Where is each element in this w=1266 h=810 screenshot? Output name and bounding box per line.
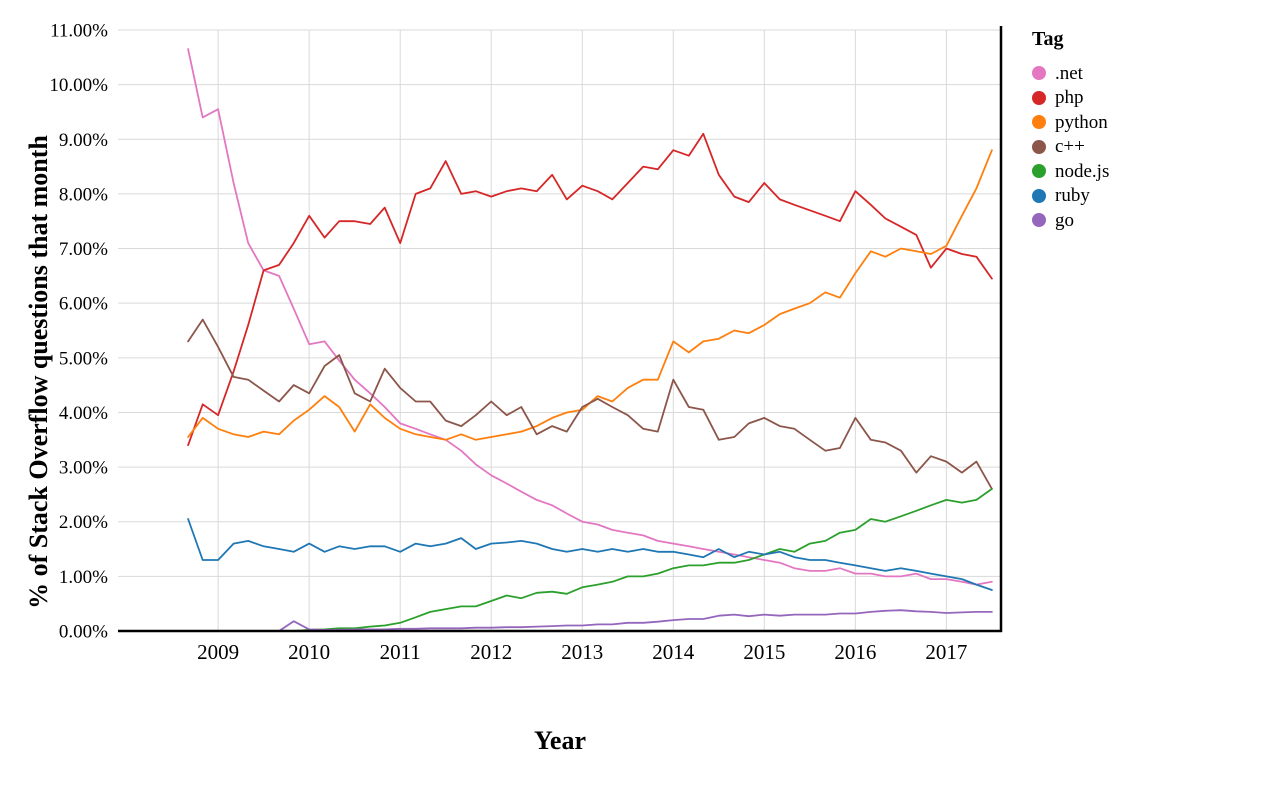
legend-item-python: python	[1032, 110, 1109, 135]
legend-title: Tag	[1032, 28, 1064, 50]
legend-label: go	[1055, 209, 1074, 231]
legend-label: php	[1055, 87, 1084, 109]
x-tick-label: 2011	[380, 640, 421, 664]
y-tick-label: 5.00%	[59, 348, 108, 369]
x-tick-label: 2015	[743, 640, 785, 664]
y-tick-label: 2.00%	[59, 512, 108, 533]
x-tick-label: 2014	[652, 640, 695, 664]
x-axis-title: Year	[534, 726, 586, 755]
legend-swatch-icon	[1032, 115, 1046, 130]
legend-swatch-icon	[1032, 90, 1046, 105]
legend-item-go: go	[1032, 208, 1109, 233]
legend-swatch-icon	[1032, 164, 1046, 179]
series-line-net	[187, 48, 993, 586]
y-tick-label: 4.00%	[59, 403, 108, 424]
legend-swatch-icon	[1032, 188, 1046, 203]
y-tick-label: 10.00%	[49, 75, 108, 96]
legend-label: c++	[1055, 136, 1085, 158]
x-tick-label: 2010	[288, 640, 330, 664]
y-tick-label: 9.00%	[59, 130, 108, 151]
legend-label: .net	[1055, 62, 1083, 84]
legend-swatch-icon	[1032, 66, 1046, 81]
y-tick-label: 0.00%	[59, 622, 108, 643]
x-tick-label: 2017	[925, 640, 967, 664]
y-tick-label: 8.00%	[59, 184, 108, 205]
legend-item-nodejs: node.js	[1032, 159, 1109, 184]
legend-item-ruby: ruby	[1032, 184, 1109, 209]
series-line-ruby	[187, 518, 993, 591]
x-tick-label: 2013	[561, 640, 603, 664]
series-line-php	[187, 132, 993, 447]
y-axis-title: % of Stack Overflow questions that month	[24, 135, 53, 609]
legend-item-php: php	[1032, 86, 1109, 111]
x-tick-label: 2016	[834, 640, 876, 664]
legend-items: .net php python c++ node.js ruby go	[1032, 61, 1109, 233]
x-tick-label: 2009	[197, 640, 239, 664]
legend-label: node.js	[1055, 160, 1110, 182]
y-tick-label: 7.00%	[59, 239, 108, 260]
legend-swatch-icon	[1032, 213, 1046, 228]
y-tick-label: 6.00%	[59, 294, 108, 315]
x-tick-label: 2012	[470, 640, 512, 664]
legend-label: python	[1055, 111, 1108, 133]
legend: Tag .net php python c++ node.js ruby go	[1032, 28, 1109, 233]
y-tick-label: 3.00%	[59, 458, 108, 479]
legend-item-net: .net	[1032, 61, 1109, 86]
y-tick-label: 1.00%	[59, 567, 108, 588]
legend-swatch-icon	[1032, 139, 1046, 154]
legend-label: ruby	[1055, 185, 1090, 207]
series-line-c	[187, 318, 993, 490]
legend-item-c: c++	[1032, 135, 1109, 160]
y-tick-label: 11.00%	[50, 21, 108, 42]
